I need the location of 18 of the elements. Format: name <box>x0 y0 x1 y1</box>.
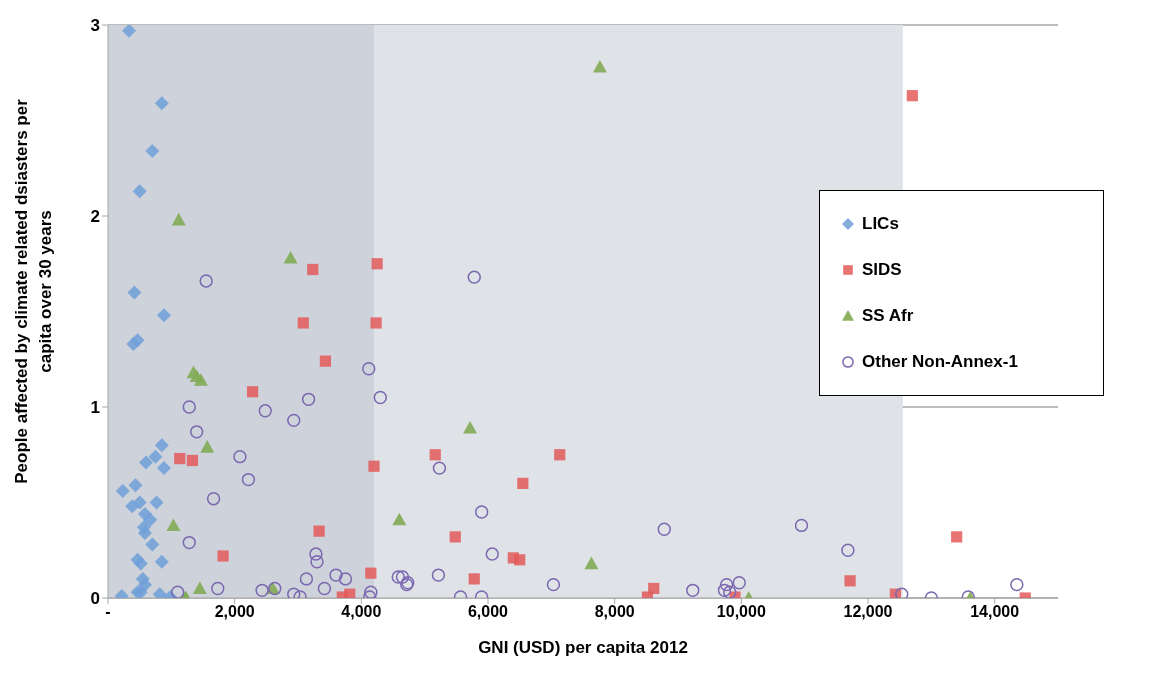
y-tick-label: 2 <box>90 207 100 227</box>
y-tick-label: 0 <box>90 589 100 609</box>
legend-label: SIDS <box>862 260 902 280</box>
y-axis-title: People affected by climate related dsiasters per capita over 30 years <box>12 98 55 484</box>
x-axis-title: GNI (USD) per capita 2012 <box>478 638 688 657</box>
legend-label: Other Non-Annex-1 <box>862 352 1018 372</box>
x-tick-label: 12,000 <box>843 603 893 621</box>
legend-label: LICs <box>862 214 899 234</box>
x-tick-label: 2,000 <box>214 603 255 621</box>
legend-label: SS Afr <box>862 306 914 326</box>
x-tick-label: 10,000 <box>716 603 766 621</box>
x-tick-label: 14,000 <box>970 603 1020 621</box>
x-tick-label: - <box>105 603 111 621</box>
y-tick-label: 3 <box>90 16 100 36</box>
x-tick-label: 4,000 <box>341 603 382 621</box>
x-tick-label: 6,000 <box>467 603 509 621</box>
x-tick-label: 8,000 <box>594 603 635 621</box>
y-tick-label: 1 <box>90 398 100 418</box>
